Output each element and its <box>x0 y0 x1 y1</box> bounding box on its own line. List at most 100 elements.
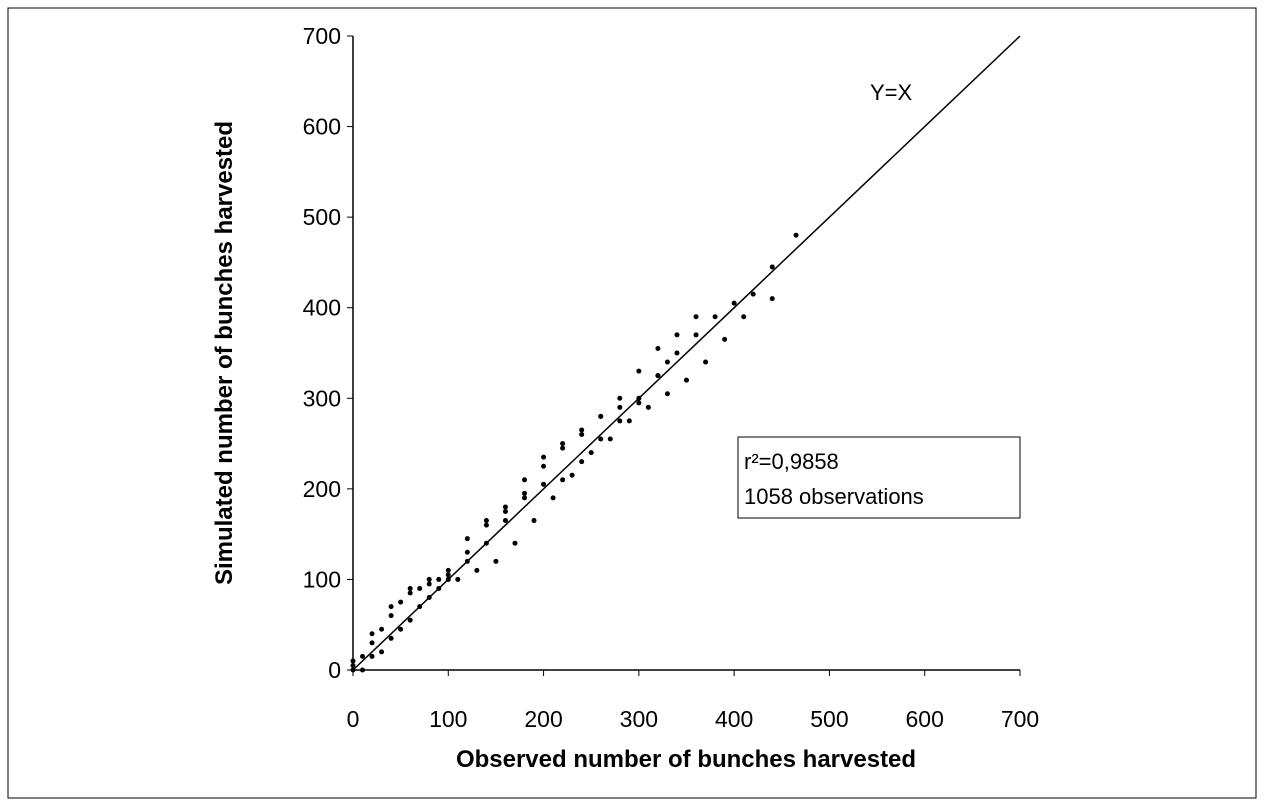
point <box>569 472 575 478</box>
point <box>655 345 661 351</box>
point <box>522 490 528 496</box>
y-tick-label: 700 <box>303 23 341 49</box>
x-tick-label: 300 <box>620 706 658 732</box>
point <box>379 649 385 655</box>
x-tick-label: 0 <box>347 706 360 732</box>
point <box>693 314 699 320</box>
point <box>464 558 470 564</box>
point <box>417 604 423 610</box>
x-axis-label: Observed number of bunches harvested <box>456 746 916 773</box>
point <box>636 368 642 374</box>
point <box>674 332 680 338</box>
point <box>350 662 356 668</box>
point <box>388 613 394 619</box>
x-tick-label: 700 <box>1001 706 1039 732</box>
identity-line <box>352 35 1021 671</box>
point <box>598 413 604 419</box>
point <box>483 540 489 546</box>
point <box>626 418 632 424</box>
y-axis-label: Simulated number of bunches harvested <box>211 121 238 585</box>
point <box>598 436 604 442</box>
point <box>655 373 661 379</box>
annotation: 1058 observations <box>744 484 924 509</box>
point <box>369 653 375 659</box>
point <box>369 640 375 646</box>
point <box>398 626 404 632</box>
point <box>741 314 747 320</box>
point <box>502 504 508 510</box>
annotation: Y=X <box>870 80 913 105</box>
point <box>502 509 508 514</box>
annotation: r²=0,9858 <box>744 449 839 474</box>
point <box>369 631 375 637</box>
point <box>436 576 442 582</box>
point <box>360 653 366 659</box>
point <box>388 635 394 641</box>
point <box>445 567 451 573</box>
point <box>464 536 470 542</box>
point <box>360 667 366 673</box>
x-tick-label: 400 <box>715 706 753 732</box>
point <box>664 359 670 365</box>
point <box>560 441 566 447</box>
point <box>731 300 737 306</box>
point <box>398 599 404 605</box>
point <box>474 567 480 573</box>
y-tick-label: 300 <box>303 385 341 411</box>
point <box>617 404 623 410</box>
point <box>693 332 699 338</box>
point <box>579 427 585 433</box>
point <box>407 617 413 623</box>
y-tick-label: 0 <box>328 657 341 683</box>
point <box>445 572 451 578</box>
point <box>541 463 547 469</box>
point <box>350 667 356 673</box>
y-tick-label: 100 <box>303 566 341 592</box>
point <box>769 264 775 270</box>
point <box>769 296 775 302</box>
point <box>445 576 451 582</box>
point <box>522 477 528 483</box>
point <box>550 495 556 501</box>
point <box>388 604 394 610</box>
point <box>579 432 585 438</box>
y-tick-label: 400 <box>303 295 341 321</box>
point <box>426 595 432 601</box>
y-tick-label: 600 <box>303 114 341 140</box>
point <box>636 400 642 406</box>
point <box>541 454 547 460</box>
point <box>350 658 356 664</box>
point <box>703 359 709 365</box>
point <box>617 418 623 424</box>
point <box>750 291 756 297</box>
x-tick-label: 100 <box>429 706 467 732</box>
point <box>722 336 728 342</box>
point <box>579 459 585 465</box>
point <box>541 481 547 487</box>
point <box>407 585 413 591</box>
point <box>560 477 566 483</box>
point <box>464 549 470 555</box>
point <box>522 495 528 501</box>
point <box>493 558 499 564</box>
point <box>607 436 613 442</box>
point <box>645 404 651 410</box>
point <box>436 585 442 591</box>
point <box>712 314 718 320</box>
point <box>483 518 489 524</box>
frame <box>7 7 1257 799</box>
point <box>617 395 623 401</box>
annotation-box <box>737 436 1021 519</box>
x-tick-label: 500 <box>810 706 848 732</box>
point <box>560 445 566 451</box>
point <box>512 540 518 546</box>
point <box>426 576 432 582</box>
point <box>483 522 489 528</box>
point <box>588 450 594 456</box>
point <box>502 518 508 524</box>
y-tick-label: 200 <box>303 476 341 502</box>
point <box>455 576 461 582</box>
point <box>684 377 689 383</box>
x-tick-label: 600 <box>906 706 944 732</box>
